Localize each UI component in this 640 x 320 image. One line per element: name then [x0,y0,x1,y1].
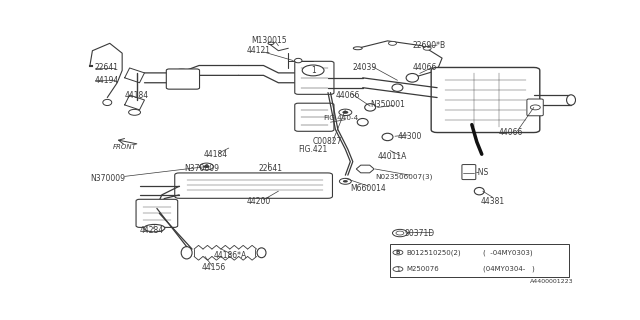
Ellipse shape [294,58,302,63]
Circle shape [396,231,404,235]
Ellipse shape [353,47,362,50]
Text: N350001: N350001 [370,100,405,109]
Circle shape [388,41,396,45]
Text: 1: 1 [396,267,400,272]
Text: N023506007(3): N023506007(3) [375,173,433,180]
Ellipse shape [144,224,165,232]
Circle shape [393,267,403,272]
Text: (  -04MY0303): ( -04MY0303) [483,249,533,256]
Text: 44300: 44300 [397,132,422,141]
Text: M130015: M130015 [251,36,287,45]
FancyBboxPatch shape [295,61,334,94]
Ellipse shape [103,100,112,106]
Text: FIG.421: FIG.421 [298,145,328,154]
Ellipse shape [257,248,266,258]
FancyBboxPatch shape [390,244,568,277]
FancyBboxPatch shape [136,199,178,228]
Circle shape [129,109,141,115]
Text: 44121: 44121 [246,46,270,55]
Text: 22641: 22641 [95,63,119,72]
FancyBboxPatch shape [166,69,200,89]
Text: B: B [396,250,400,255]
Text: A4400001223: A4400001223 [530,279,573,284]
Circle shape [342,111,348,114]
FancyBboxPatch shape [527,99,543,116]
Circle shape [339,178,351,184]
Text: N370009: N370009 [90,174,125,183]
FancyBboxPatch shape [295,103,334,131]
Ellipse shape [365,104,376,111]
Text: B012510250(2): B012510250(2) [407,249,461,256]
Text: 44011A: 44011A [378,152,407,161]
Text: 44184: 44184 [125,91,149,100]
Text: M660014: M660014 [350,184,386,193]
Ellipse shape [474,188,484,195]
FancyBboxPatch shape [431,68,540,132]
Ellipse shape [181,247,192,259]
Circle shape [392,229,408,237]
Text: N370009: N370009 [184,164,219,173]
Text: 44066: 44066 [412,63,436,72]
Circle shape [343,180,348,182]
Text: 44066: 44066 [335,91,360,100]
Circle shape [393,250,403,255]
Text: 90371D: 90371D [405,228,435,237]
Ellipse shape [382,133,393,141]
Text: FIG.440-4: FIG.440-4 [323,116,358,122]
Circle shape [423,46,431,50]
FancyBboxPatch shape [175,173,332,198]
Ellipse shape [392,84,403,92]
Ellipse shape [406,74,419,82]
Text: 22690*B: 22690*B [412,41,445,50]
Text: -NS: -NS [476,168,488,177]
Text: 44156: 44156 [202,263,226,272]
Circle shape [204,165,209,168]
Ellipse shape [566,95,575,105]
Text: 44066: 44066 [499,128,524,137]
Text: 44184: 44184 [204,150,228,159]
Ellipse shape [169,69,194,86]
Ellipse shape [268,42,274,44]
Text: 1: 1 [311,66,316,75]
Text: 24039: 24039 [353,63,377,72]
Circle shape [339,109,352,116]
Text: 44284: 44284 [140,226,164,235]
FancyBboxPatch shape [462,164,476,180]
Text: FRONT: FRONT [113,144,136,150]
Text: M250076: M250076 [407,266,440,272]
Circle shape [200,163,213,170]
Text: 44186*A: 44186*A [214,251,247,260]
Text: C00827: C00827 [313,137,342,146]
Circle shape [531,105,540,110]
Text: 44381: 44381 [481,196,505,205]
Text: (04MY0304-   ): (04MY0304- ) [483,266,535,272]
Ellipse shape [357,118,368,126]
Text: 22641: 22641 [259,164,283,173]
Circle shape [302,65,324,76]
Text: 44194: 44194 [95,76,119,85]
Text: 44200: 44200 [246,196,271,205]
